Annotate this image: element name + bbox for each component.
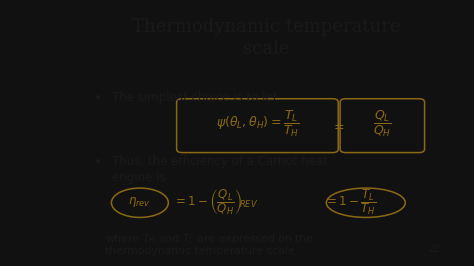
Text: Thermodynamic temperature
scale: Thermodynamic temperature scale	[132, 18, 401, 58]
Text: where $T_H$ and $T_L$ are expressed on the: where $T_H$ and $T_L$ are expressed on t…	[105, 232, 314, 246]
Text: $\psi(\theta_L,\theta_H) = \dfrac{T_L}{T_H}$: $\psi(\theta_L,\theta_H) = \dfrac{T_L}{T…	[216, 109, 299, 139]
Text: $\eta_{rev}$: $\eta_{rev}$	[128, 195, 151, 209]
Text: $\dfrac{Q_L}{Q_H}$: $\dfrac{Q_L}{Q_H}$	[373, 109, 392, 139]
Text: $= 1 - \left(\dfrac{Q_L}{Q_H}\right)_{\!\!REV}$: $= 1 - \left(\dfrac{Q_L}{Q_H}\right)_{\!…	[173, 187, 258, 217]
Text: 22: 22	[428, 245, 439, 254]
Text: $= 1 - \dfrac{T_L}{T_H}$: $= 1 - \dfrac{T_L}{T_H}$	[324, 187, 375, 217]
Text: $=$: $=$	[331, 119, 345, 132]
Text: •: •	[94, 92, 102, 105]
Text: The simplest choice is to let: The simplest choice is to let	[112, 92, 278, 104]
Text: Thus, the efficiency of a Carnot heat
engine is: Thus, the efficiency of a Carnot heat en…	[112, 155, 328, 184]
Text: •: •	[94, 155, 102, 169]
Text: thermodynamic temperature scale.: thermodynamic temperature scale.	[105, 246, 298, 256]
